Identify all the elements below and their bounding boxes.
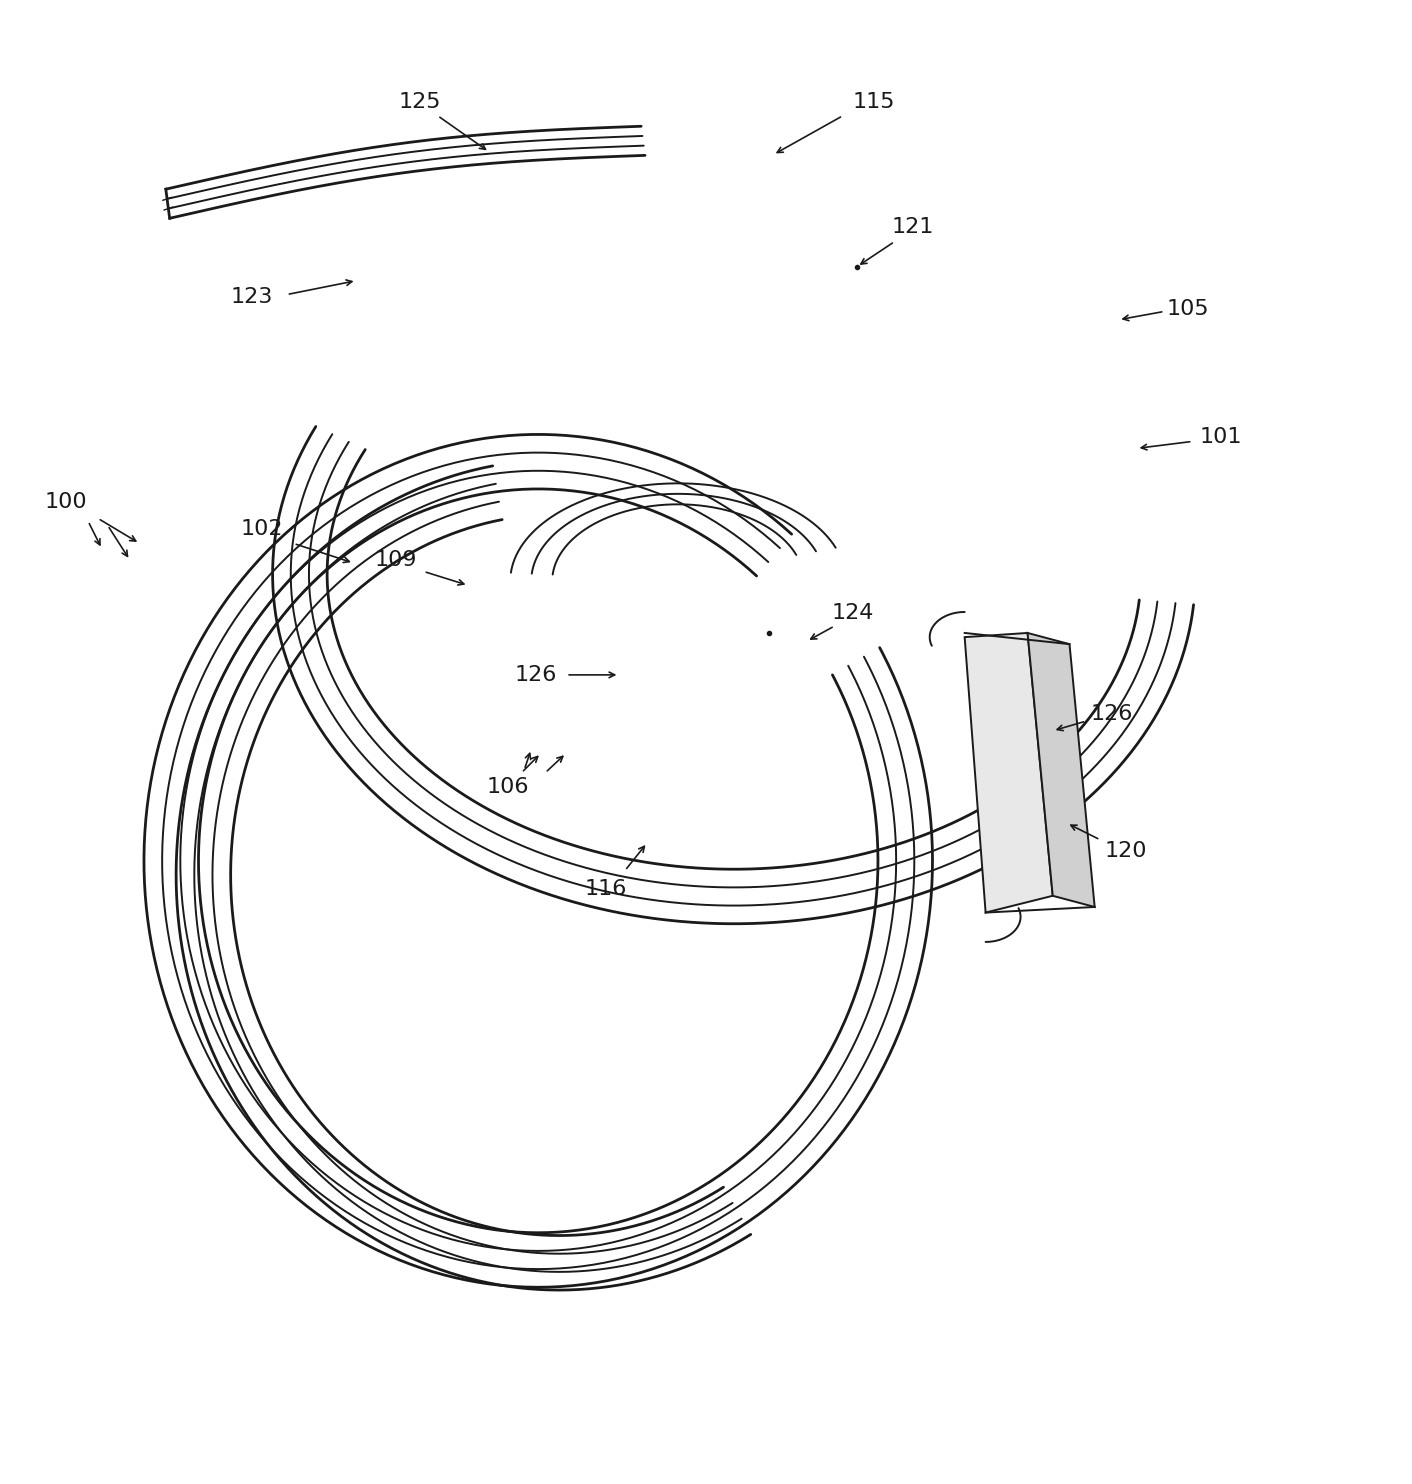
Text: 126: 126 — [514, 665, 556, 686]
Text: 101: 101 — [1199, 427, 1241, 447]
Polygon shape — [1028, 634, 1094, 907]
Text: 123: 123 — [230, 288, 273, 307]
Text: 125: 125 — [398, 92, 441, 111]
Text: 115: 115 — [853, 92, 895, 111]
Text: 116: 116 — [585, 879, 627, 899]
Text: 121: 121 — [892, 218, 935, 237]
Polygon shape — [964, 634, 1053, 913]
Text: 109: 109 — [374, 551, 417, 570]
Text: 106: 106 — [486, 776, 528, 797]
Text: 105: 105 — [1168, 298, 1210, 319]
Text: 100: 100 — [44, 491, 88, 512]
Text: 120: 120 — [1104, 841, 1147, 861]
Text: 124: 124 — [832, 604, 874, 623]
Text: 102: 102 — [240, 519, 282, 540]
Text: 126: 126 — [1090, 703, 1132, 724]
